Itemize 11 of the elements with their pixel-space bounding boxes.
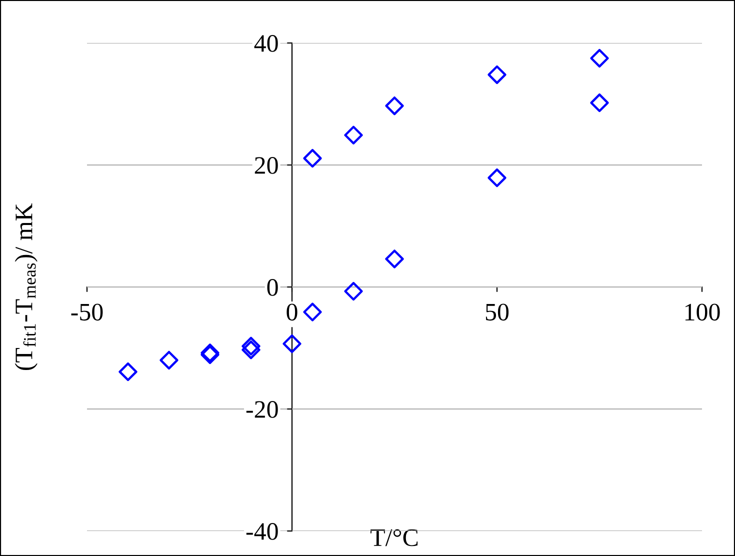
x-tick-label: 100 [685, 304, 720, 321]
y-tick-label: -20 [246, 401, 278, 418]
x-tick-label: 0 [286, 304, 298, 321]
x-axis-title: T/°C [370, 529, 418, 546]
y-tick-label: 20 [254, 157, 278, 174]
y-tick-label: 40 [254, 35, 278, 52]
x-tick-label: 50 [486, 304, 509, 321]
y-tick-label: -40 [246, 523, 278, 540]
x-tick-label: -50 [71, 304, 103, 321]
y-axis-title: (T$_{fit1}$-T$_{meas}$)/ mK [14, 203, 38, 370]
y-tick-label: 0 [267, 279, 278, 296]
